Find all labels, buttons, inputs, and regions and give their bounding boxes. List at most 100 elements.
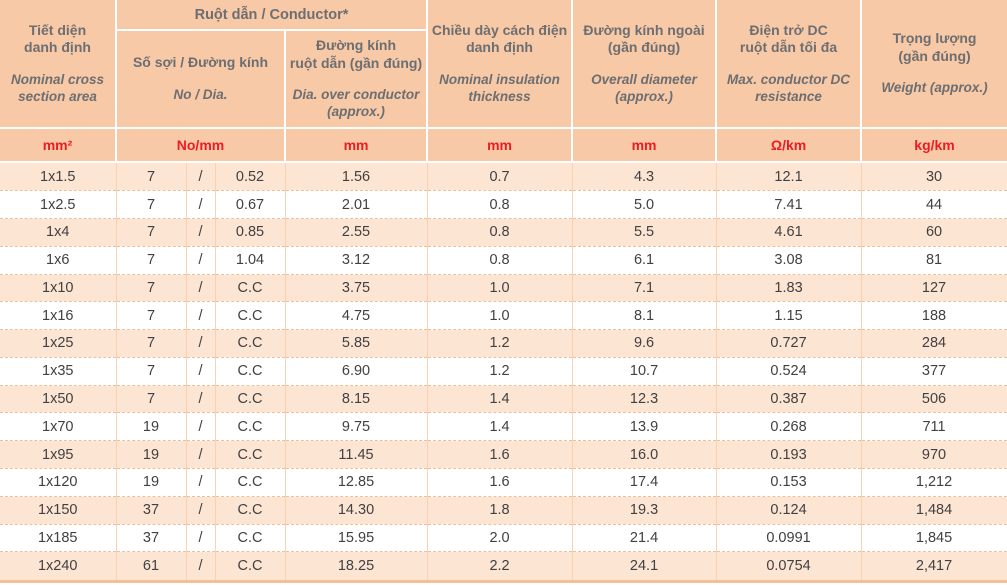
cell-section: 1x2.5 [0,190,116,219]
cell-strand-count: 7 [115,384,186,413]
cell-insulation-thickness: 1.0 [426,301,573,330]
cell-weight: 127 [860,273,1007,302]
cell-strand-diameter: C.C [214,551,285,583]
cell-section: 1x240 [0,551,116,583]
cell-weight: 506 [860,384,1007,413]
table-row: 1x16 7 / C.C 4.75 1.0 8.1 1.15 188 [0,301,1007,330]
cell-overall-diameter: 19.3 [571,495,717,525]
units-row: mm² No/mm mm mm mm Ω/km kg/km [0,127,1007,163]
cell-overall-diameter: 17.4 [571,468,717,497]
cell-strand-count: 19 [115,468,186,497]
header-overall-diameter: Đường kính ngoài (gần đúng) Overall diam… [571,0,718,129]
cell-dia-over-conductor: 14.30 [284,495,428,525]
cell-dia-over-conductor: 9.75 [284,412,428,441]
header-dc-resistance-vi: Điện trở DC ruột dẫn tối đa [739,21,838,56]
cell-dc-resistance: 0.268 [715,412,862,441]
cell-insulation-thickness: 1.4 [426,384,573,413]
cell-section: 1x10 [0,273,116,302]
cell-slash: / [185,190,215,219]
header-insulation-vi: Chiều dày cách điện danh định [431,21,568,56]
cell-dia-over-conductor: 5.85 [284,329,428,358]
cell-slash: / [185,384,215,413]
header-dc-resistance-en: Max. conductor DC resistance [727,71,851,104]
cell-strand-diameter: 0.85 [214,217,285,247]
cell-strand-count: 19 [115,440,186,469]
header-dc-resistance: Điện trở DC ruột dẫn tối đa Max. conduct… [715,0,863,129]
table-row: 1x6 7 / 1.04 3.12 0.8 6.1 3.08 81 [0,245,1007,274]
cell-dia-over-conductor: 4.75 [284,301,428,330]
cell-dc-resistance: 0.727 [715,329,862,358]
table-row: 1x4 7 / 0.85 2.55 0.8 5.5 4.61 60 [0,217,1007,247]
cell-dc-resistance: 0.153 [715,468,862,497]
unit-section: mm² [0,127,117,163]
cell-section: 1x35 [0,356,116,386]
header-conductor-group: Ruột dẫn / Conductor* [114,0,429,31]
cell-dia-over-conductor: 12.85 [284,468,428,497]
cell-strand-count: 7 [115,217,186,247]
header-insulation-en: Nominal insulation thickness [439,71,560,104]
table-row: 1x2.5 7 / 0.67 2.01 0.8 5.0 7.41 44 [0,190,1007,219]
cell-dc-resistance: 0.124 [715,495,862,525]
cell-strand-count: 7 [115,273,186,302]
cell-weight: 284 [860,329,1007,358]
table-row: 1x35 7 / C.C 6.90 1.2 10.7 0.524 377 [0,356,1007,386]
cell-slash: / [185,356,215,386]
cell-slash: / [185,329,215,358]
cell-strand-diameter: C.C [214,273,285,302]
cell-overall-diameter: 10.7 [571,356,717,386]
cell-weight: 970 [860,440,1007,469]
cell-weight: 1,212 [860,468,1007,497]
cell-dia-over-conductor: 8.15 [284,384,428,413]
cell-strand-count: 37 [115,523,186,552]
cell-slash: / [185,217,215,247]
cell-slash: / [185,162,215,191]
table-row: 1x240 61 / C.C 18.25 2.2 24.1 0.0754 2,4… [0,551,1007,583]
table-row: 1x50 7 / C.C 8.15 1.4 12.3 0.387 506 [0,384,1007,413]
header-strands-vi: Số sợi / Đường kính [132,54,269,71]
cell-insulation-thickness: 0.7 [426,162,573,191]
cell-strand-diameter: C.C [214,468,285,497]
cell-dia-over-conductor: 15.95 [284,523,428,552]
cell-overall-diameter: 21.4 [571,523,717,552]
cell-section: 1x6 [0,245,116,274]
cell-insulation-thickness: 0.8 [426,190,573,219]
cell-section: 1x150 [0,495,116,525]
cell-slash: / [185,245,215,274]
table-row: 1x10 7 / C.C 3.75 1.0 7.1 1.83 127 [0,273,1007,302]
header-weight: Trọng lượng (gần đúng) Weight (approx.) [860,0,1007,129]
cell-dia-over-conductor: 1.56 [284,162,428,191]
cell-insulation-thickness: 1.8 [426,495,573,525]
cell-slash: / [185,301,215,330]
table-row: 1x150 37 / C.C 14.30 1.8 19.3 0.124 1,48… [0,495,1007,525]
cell-weight: 60 [860,217,1007,247]
unit-weight: kg/km [860,127,1007,163]
cell-dc-resistance: 0.0991 [715,523,862,552]
header-insulation: Chiều dày cách điện danh định Nominal in… [426,0,574,129]
cell-dia-over-conductor: 2.55 [284,217,428,247]
cell-section: 1x4 [0,217,116,247]
cell-insulation-thickness: 1.6 [426,468,573,497]
cell-weight: 711 [860,412,1007,441]
header-strands: Số sợi / Đường kính No / Dia. [115,29,286,129]
header-section-vi: Tiết diện danh định [24,21,91,56]
cell-insulation-thickness: 0.8 [426,217,573,247]
cell-overall-diameter: 7.1 [571,273,717,302]
cell-strand-count: 37 [115,495,186,525]
cell-weight: 2,417 [860,551,1007,583]
cell-dc-resistance: 4.61 [715,217,862,247]
cell-dc-resistance: 3.08 [715,245,862,274]
cell-overall-diameter: 12.3 [571,384,717,413]
cell-slash: / [185,412,215,441]
cell-strand-count: 7 [115,245,186,274]
unit-dc-resistance: Ω/km [715,127,863,163]
cell-slash: / [185,551,215,583]
cell-dc-resistance: 0.387 [715,384,862,413]
cell-overall-diameter: 5.0 [571,190,717,219]
cell-slash: / [185,523,215,552]
header-strands-en: No / Dia. [173,86,228,102]
cell-weight: 81 [860,245,1007,274]
cell-dia-over-conductor: 3.12 [284,245,428,274]
table-row: 1x1.5 7 / 0.52 1.56 0.7 4.3 12.1 30 [0,162,1007,191]
header-dia-over-conductor-vi: Đường kính ruột dẫn (gần đúng) [289,37,423,71]
